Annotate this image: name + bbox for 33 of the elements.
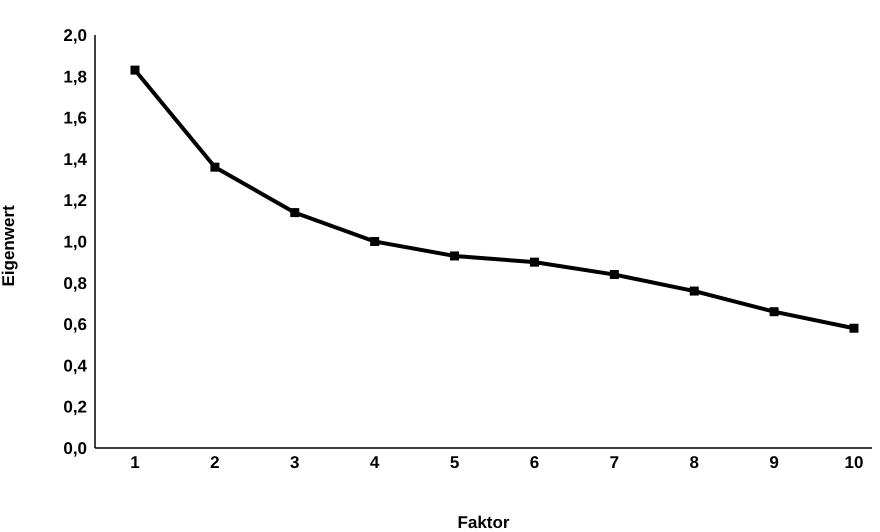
x-tick-label: 1	[130, 453, 140, 472]
point	[210, 162, 220, 172]
y-tick-label: 0,6	[63, 315, 87, 334]
point	[690, 286, 699, 296]
x-axis-title: Faktor	[458, 513, 510, 532]
x-tick-label: 9	[769, 453, 779, 472]
point	[370, 237, 380, 246]
y-tick-label: 1,0	[63, 232, 87, 252]
point	[130, 66, 140, 75]
x-tick-label: 5	[450, 453, 460, 472]
x-tick-label: 6	[530, 453, 540, 472]
y-tick-label: 2,0	[63, 26, 87, 46]
point	[850, 324, 858, 333]
x-tick-label: 7	[610, 453, 620, 472]
point	[610, 270, 619, 280]
point	[530, 258, 539, 267]
x-tick-label: 10	[844, 453, 864, 472]
y-axis-title: Eigenwert	[0, 204, 18, 286]
point	[450, 251, 460, 260]
y-tick-label: 1,4	[63, 150, 88, 169]
x-tick-label: 3	[290, 453, 300, 472]
y-tick-label: 1,2	[63, 191, 87, 210]
y-tick-label: 1,6	[63, 108, 87, 128]
x-tick-label: 8	[689, 453, 699, 472]
x-tick-label: 4	[370, 453, 380, 472]
y-tick-label: 1,8	[63, 67, 87, 86]
y-tick-label: 0,8	[63, 274, 87, 293]
point	[290, 208, 300, 218]
x-tick-label: 2	[210, 453, 220, 472]
point	[770, 307, 779, 316]
y-tick-label: 0,4	[63, 356, 88, 376]
y-tick-label: 0,0	[63, 439, 87, 458]
y-tick-label: 0,2	[63, 398, 87, 417]
